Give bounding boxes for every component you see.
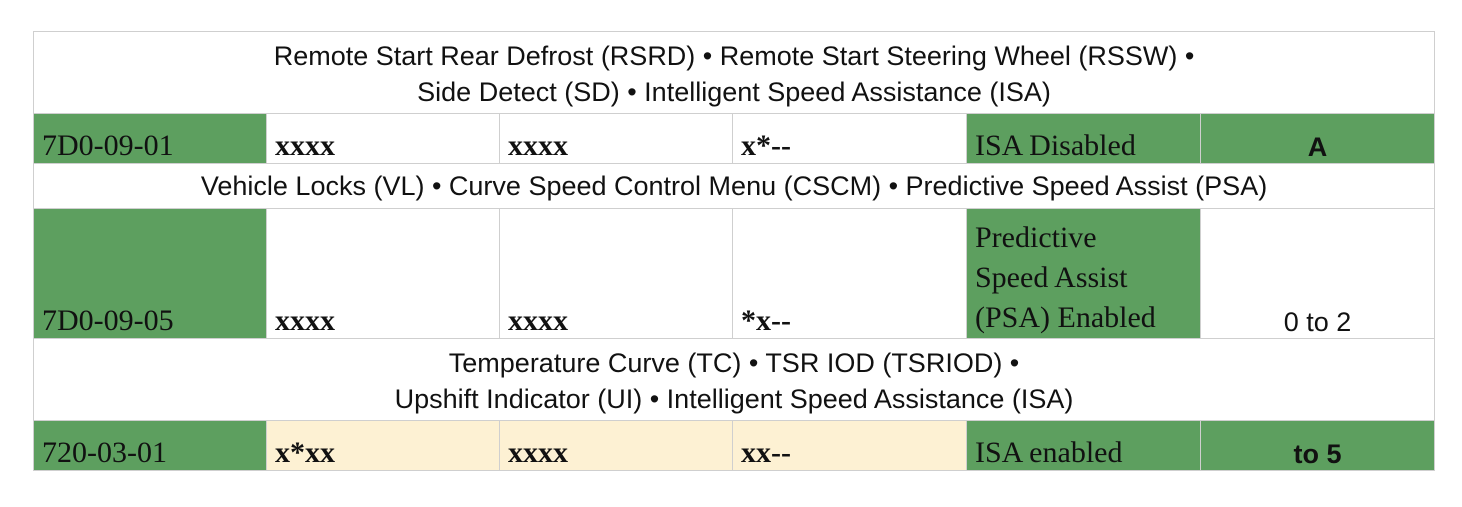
byte-pattern-cell: *x-- — [732, 208, 967, 339]
byte-pattern-cell: xxxx — [499, 113, 733, 164]
setting-line: Speed Assist — [975, 261, 1128, 294]
setting-line: Predictive — [975, 221, 1097, 254]
value-cell: to 5 — [1199, 420, 1436, 471]
section-header: Temperature Curve (TC) • TSR IOD (TSRIOD… — [32, 338, 1436, 421]
value-cell: A — [1199, 113, 1436, 164]
byte-pattern-cell: x*xx — [266, 420, 500, 471]
address-cell: 7D0-09-05 — [33, 208, 267, 339]
setting-line: (PSA) Enabled — [975, 301, 1156, 334]
section-header-line: Remote Start Rear Defrost (RSRD) • Remot… — [273, 41, 1195, 71]
coding-table: Remote Start Rear Defrost (RSRD) • Remot… — [32, 31, 1436, 471]
byte-pattern-cell: xxxx — [266, 208, 500, 339]
byte-pattern-cell: xx-- — [732, 420, 967, 471]
coding-row: 7D0-09-01 xxxx xxxx x*-- ISA Disabled A — [33, 113, 1436, 164]
section-header-row: Remote Start Rear Defrost (RSRD) • Remot… — [32, 31, 1436, 114]
byte-pattern-cell: xxxx — [499, 208, 733, 339]
setting-cell: ISA Disabled — [966, 113, 1201, 164]
section-header-line: Side Detect (SD) • Intelligent Speed Ass… — [417, 77, 1051, 107]
setting-cell: ISA enabled — [966, 420, 1201, 471]
address-cell: 7D0-09-01 — [33, 113, 267, 164]
address-cell: 720-03-01 — [33, 420, 267, 471]
byte-pattern-cell: x*-- — [732, 113, 967, 164]
section-header-line: Upshift Indicator (UI) • Intelligent Spe… — [394, 384, 1074, 414]
section-header-row: Temperature Curve (TC) • TSR IOD (TSRIOD… — [32, 338, 1436, 421]
section-header-row: Vehicle Locks (VL) • Curve Speed Control… — [32, 163, 1436, 209]
coding-row: 720-03-01 x*xx xxxx xx-- ISA enabled to … — [33, 420, 1436, 471]
section-header-line: Vehicle Locks (VL) • Curve Speed Control… — [200, 171, 1268, 201]
section-header: Vehicle Locks (VL) • Curve Speed Control… — [32, 163, 1436, 209]
value-cell: 0 to 2 — [1199, 208, 1436, 339]
coding-row: 7D0-09-05 xxxx xxxx *x-- Predictive Spee… — [33, 208, 1436, 339]
byte-pattern-cell: xxxx — [266, 113, 500, 164]
section-header-line: Temperature Curve (TC) • TSR IOD (TSRIOD… — [448, 348, 1020, 378]
byte-pattern-cell: xxxx — [499, 420, 733, 471]
setting-cell: Predictive Speed Assist (PSA) Enabled — [966, 208, 1201, 339]
section-header: Remote Start Rear Defrost (RSRD) • Remot… — [32, 31, 1436, 114]
